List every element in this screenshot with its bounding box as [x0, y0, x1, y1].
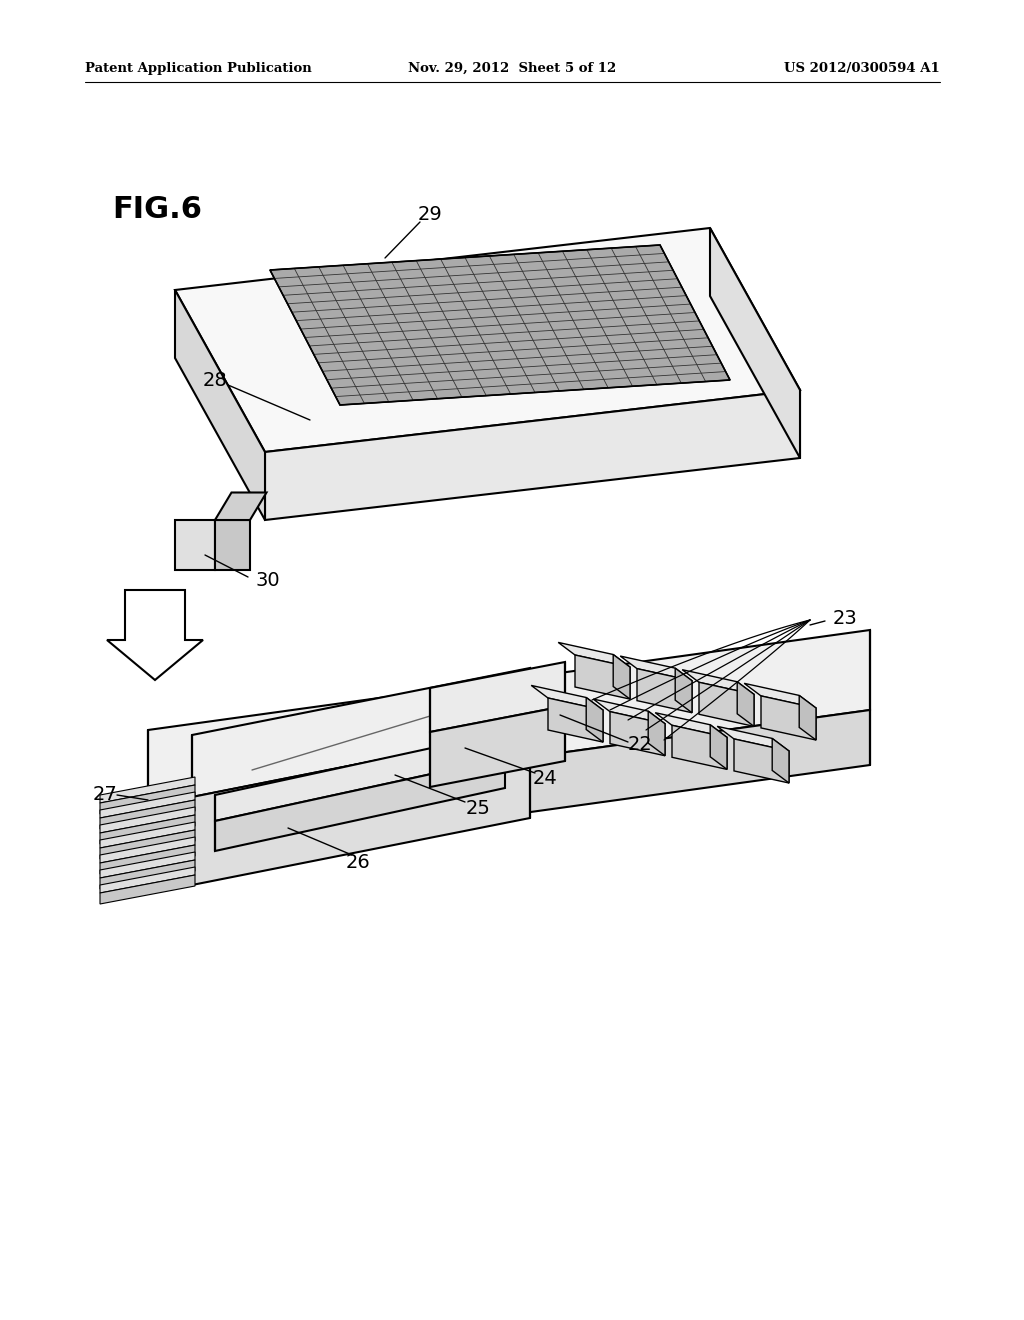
Polygon shape	[148, 630, 870, 810]
Polygon shape	[531, 685, 603, 710]
Polygon shape	[675, 668, 692, 713]
Text: Nov. 29, 2012  Sheet 5 of 12: Nov. 29, 2012 Sheet 5 of 12	[408, 62, 616, 75]
Polygon shape	[100, 867, 195, 894]
Polygon shape	[430, 663, 565, 733]
Text: 25: 25	[466, 799, 490, 817]
Polygon shape	[610, 711, 665, 756]
Polygon shape	[637, 669, 692, 713]
Polygon shape	[100, 822, 195, 847]
Polygon shape	[672, 725, 727, 770]
Polygon shape	[575, 655, 630, 700]
Polygon shape	[548, 698, 603, 742]
Polygon shape	[100, 814, 195, 843]
Polygon shape	[100, 807, 195, 833]
Polygon shape	[100, 785, 195, 814]
Polygon shape	[613, 655, 630, 700]
Polygon shape	[100, 800, 195, 829]
Polygon shape	[215, 492, 266, 520]
Polygon shape	[148, 710, 870, 865]
Polygon shape	[593, 700, 665, 723]
Polygon shape	[655, 713, 727, 738]
Polygon shape	[734, 739, 790, 783]
Polygon shape	[711, 725, 727, 770]
Polygon shape	[100, 792, 195, 818]
Polygon shape	[106, 590, 203, 680]
Text: 23: 23	[833, 609, 857, 627]
Text: 22: 22	[628, 735, 652, 755]
Polygon shape	[737, 681, 754, 726]
Polygon shape	[100, 830, 195, 859]
Text: 29: 29	[418, 206, 442, 224]
Polygon shape	[772, 738, 790, 783]
Polygon shape	[100, 875, 195, 904]
Polygon shape	[682, 669, 754, 694]
Polygon shape	[193, 668, 530, 797]
Polygon shape	[710, 228, 800, 458]
Polygon shape	[558, 643, 630, 667]
Text: 24: 24	[532, 768, 557, 788]
Polygon shape	[744, 684, 816, 708]
Text: 28: 28	[203, 371, 227, 389]
Polygon shape	[100, 777, 195, 803]
Polygon shape	[215, 733, 505, 821]
Text: 26: 26	[346, 853, 371, 871]
Polygon shape	[175, 520, 215, 570]
Polygon shape	[175, 228, 800, 451]
Polygon shape	[621, 656, 692, 681]
Polygon shape	[215, 520, 250, 570]
Polygon shape	[193, 730, 530, 884]
Polygon shape	[430, 706, 565, 787]
Polygon shape	[586, 697, 603, 742]
Polygon shape	[100, 845, 195, 874]
Polygon shape	[270, 246, 730, 405]
Text: Patent Application Publication: Patent Application Publication	[85, 62, 311, 75]
Polygon shape	[100, 851, 195, 878]
Polygon shape	[100, 861, 195, 888]
Text: US 2012/0300594 A1: US 2012/0300594 A1	[784, 62, 940, 75]
Polygon shape	[717, 726, 790, 751]
Polygon shape	[699, 682, 754, 726]
Polygon shape	[215, 758, 505, 851]
Polygon shape	[100, 837, 195, 863]
Polygon shape	[761, 696, 816, 741]
Text: 30: 30	[256, 570, 281, 590]
Polygon shape	[799, 696, 816, 741]
Polygon shape	[265, 389, 800, 520]
Text: 27: 27	[92, 785, 118, 804]
Polygon shape	[648, 711, 665, 756]
Text: FIG.6: FIG.6	[112, 195, 202, 224]
Polygon shape	[175, 290, 265, 520]
